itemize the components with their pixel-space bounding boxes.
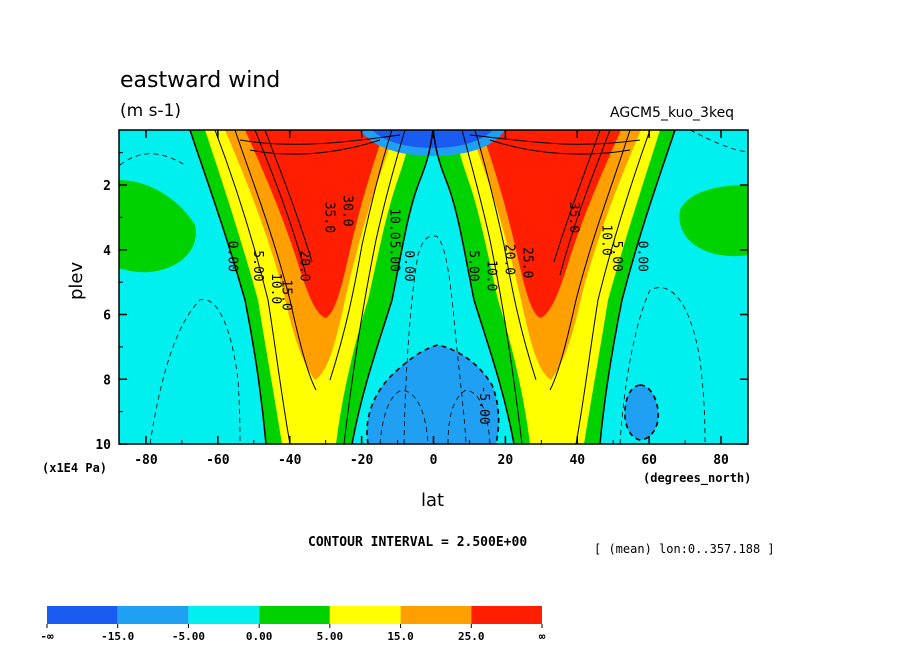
legend-label: ∞ [539, 630, 546, 643]
contour-top-2 [249, 139, 381, 155]
x-tick-label: 60 [641, 453, 657, 468]
contour-line [549, 130, 631, 391]
fill-band-25-up-right [481, 130, 621, 318]
y-tick-label: 10 [95, 438, 111, 453]
contour-label: 10.0 [483, 260, 498, 291]
contour-neg [689, 130, 748, 153]
colorbar-legend: -∞ -15.0 -5.00 0.00 5.00 15.0 25.0 ∞ [40, 606, 546, 643]
contour-label: 25.0 [519, 247, 534, 278]
contour-interval: CONTOUR INTERVAL = 2.500E+00 [308, 535, 528, 550]
legend-label: -5.00 [172, 630, 205, 643]
contour-label: 0.00 [401, 250, 416, 281]
fill-band-25-up-left [245, 130, 385, 318]
y-tick-label: 2 [103, 179, 111, 194]
legend-swatch [329, 606, 401, 624]
x-tick-label: 80 [713, 453, 729, 468]
contour-line [214, 130, 291, 444]
contour-line [343, 130, 406, 444]
fill-band-neg15-neg5-equator [367, 345, 499, 444]
x-tick-label: 20 [498, 453, 514, 468]
chart-title: eastward wind [120, 68, 281, 93]
contour-label: 30.0 [340, 195, 355, 226]
contour-label: 5.00 [465, 250, 480, 281]
model-name: AGCM5_kuo_3keq [610, 105, 735, 121]
legend-label: 5.00 [317, 630, 344, 643]
axis-ticks: -80 -60 -40 -20 0 20 40 60 80 2 4 6 8 10 [95, 130, 748, 468]
contour-neg [403, 235, 467, 444]
contour-label: 35.0 [322, 202, 337, 233]
contour-label: 35.0 [566, 202, 581, 233]
contour-neg-bold [624, 384, 660, 441]
x-tick-label: -20 [350, 453, 374, 468]
contour-label: 5.00 [609, 241, 624, 272]
contour-lines [189, 130, 676, 444]
contour-label: 5.00 [386, 241, 401, 272]
contour-top-4 [489, 139, 631, 155]
legend-swatch [400, 606, 472, 624]
contour-neg [447, 389, 491, 444]
contour-line [254, 130, 307, 276]
contour-label: 10.0 [386, 208, 401, 239]
fill-blob-blue-right [624, 385, 659, 440]
legend-swatch [259, 606, 330, 624]
fill-blob-green-left [119, 180, 196, 273]
contour-label: 0.00 [225, 241, 240, 272]
x-tick-label: -40 [278, 453, 302, 468]
contour-top-1 [239, 134, 401, 145]
y-scale-note: (x1E4 Pa) [42, 461, 108, 475]
mean-info: [ (mean) lon:0..357.188 ] [594, 542, 775, 556]
contour-zero-right [599, 130, 676, 444]
legend-label: 25.0 [458, 630, 485, 643]
legend-swatch [117, 606, 189, 624]
contour-neg [619, 287, 706, 444]
contour-line [461, 130, 523, 444]
contour-label: -5.00 [476, 386, 491, 425]
contour-label: 10.0 [268, 273, 283, 304]
legend-swatch [47, 606, 118, 624]
contour-line [474, 130, 537, 381]
y-tick-label: 8 [103, 373, 111, 388]
fill-blob-green-right [679, 185, 748, 257]
contour-line [329, 130, 393, 381]
contour-fill [119, 130, 748, 444]
contour-label: 15.0 [279, 279, 294, 310]
x-tick-label: 0 [430, 453, 438, 468]
contour-zero-left [189, 130, 267, 444]
contour-label: 5.00 [250, 250, 265, 281]
contour-line [575, 130, 651, 444]
contour-label: 0.00 [634, 241, 649, 272]
legend-swatch [471, 606, 542, 624]
legend-label: 0.00 [246, 630, 273, 643]
contour-zero-mid-right [432, 130, 515, 444]
contour-label: 20.0 [501, 244, 516, 275]
contour-zero-mid-left [351, 130, 434, 444]
contour-line [234, 130, 317, 391]
x-units: (degrees_north) [643, 471, 752, 485]
contour-neg-bold [366, 344, 500, 444]
contour-label: 20.0 [297, 250, 312, 281]
x-tick-label: 40 [569, 453, 585, 468]
chart-units: (m s-1) [120, 101, 182, 121]
x-tick-label: -60 [206, 453, 230, 468]
legend-label: -15.0 [101, 630, 134, 643]
contour-neg [379, 389, 429, 444]
legend-swatch [188, 606, 260, 624]
y-tick-label: 4 [103, 244, 111, 259]
x-tick-label: -80 [134, 453, 158, 468]
contour-line [559, 130, 611, 276]
x-axis-label: lat [421, 490, 445, 511]
legend-label: 15.0 [387, 630, 414, 643]
contour-neg [149, 299, 241, 444]
contour-top-3 [469, 134, 641, 145]
y-tick-label: 6 [103, 309, 111, 324]
contour-label: 10.0 [598, 224, 613, 255]
legend-label: -∞ [40, 630, 54, 643]
negative-contours [119, 130, 748, 444]
y-axis-label: plev [66, 261, 87, 300]
